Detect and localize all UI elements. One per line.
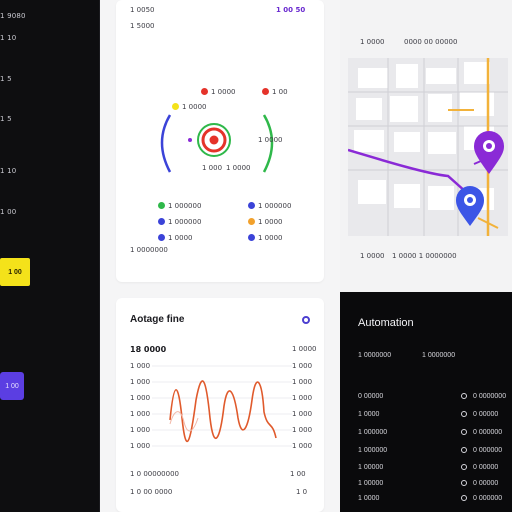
sidebar-active-item[interactable]: 1 00 (0, 258, 30, 286)
automation-row-value: 0 000000 (473, 495, 503, 502)
legend-dot-red (262, 88, 269, 95)
main-column: 1 0050 1 5000 1 00 50 1 0000 1 00 1 0000… (100, 0, 340, 512)
automation-row-value: 0 0000000 (473, 393, 507, 400)
automation-row-label[interactable]: 1 00000 (358, 480, 384, 487)
toggle-icon[interactable] (461, 480, 467, 486)
wave-footer-label: 1 0 00 0000 (130, 488, 173, 496)
sidebar-item[interactable]: 1 00 (0, 208, 17, 216)
automation-row-value: 0 00000 (473, 411, 499, 418)
legend-row-label: 1 000000 (168, 202, 202, 210)
radar-card: 1 0050 1 5000 1 00 50 1 0000 1 00 1 0000… (116, 0, 324, 282)
wave-chart (152, 365, 292, 447)
automation-row-value: 0 000000 (473, 429, 503, 436)
legend-label: 1 0000 (211, 88, 236, 96)
automation-row-value: 0 00000 (473, 480, 499, 487)
automation-row-label[interactable]: 0 00000 (358, 393, 384, 400)
y-tick-label: 1 000 (292, 362, 313, 370)
legend-label: 1 0000 (182, 103, 207, 111)
sidebar-item[interactable]: 1 5 (0, 75, 12, 83)
y-tick-label: 1 000 (130, 442, 151, 450)
location-pin-blue[interactable] (454, 184, 486, 228)
legend-dot-blue (248, 234, 255, 241)
automation-panel: Automation 1 0000000 1 0000000 0 00000 0… (340, 292, 512, 512)
map-view[interactable] (348, 58, 508, 236)
toggle-icon[interactable] (461, 464, 467, 470)
toggle-icon[interactable] (461, 495, 467, 501)
automation-row-label[interactable]: 1 000000 (358, 447, 388, 454)
y-tick-label: 1 000 (292, 410, 313, 418)
y-tick-label: 1 000 (292, 442, 313, 450)
wave-footer-value: 1 0 (296, 488, 308, 496)
map-footer-right: 1 0000 1 0000000 (392, 252, 457, 260)
sidebar-item[interactable]: 1 9080 (0, 12, 26, 20)
toggle-icon[interactable] (461, 447, 467, 453)
automation-column-header: 1 0000000 (358, 352, 392, 359)
legend-dot-green (158, 202, 165, 209)
wave-card-title: Aotage fine (130, 314, 185, 325)
y-tick-label: 1 000 (130, 410, 151, 418)
wave-footer-label: 1 0 00000000 (130, 470, 179, 478)
radar-header-left-2: 1 5000 (130, 22, 155, 30)
legend-row-label: 1 0000 (168, 234, 193, 242)
map-header-right: 0000 00 00000 (404, 38, 458, 46)
sidebar-item[interactable]: 1 5 (0, 115, 12, 123)
y-tick-label: 1 000 (130, 426, 151, 434)
legend-dot-blue (248, 202, 255, 209)
automation-column-header: 1 0000000 (422, 352, 456, 359)
radar-graphic (160, 114, 274, 173)
automation-row-label[interactable]: 1 0000 (358, 495, 380, 502)
radar-header-left: 1 0050 (130, 6, 155, 14)
y-tick-label: 1 000 (130, 378, 151, 386)
legend-label: 1 00 (272, 88, 288, 96)
sidebar: 1 9080 1 10 1 5 1 5 1 10 1 00 1 00 1 00 (0, 0, 100, 512)
radar-center-label: 1 000 (202, 164, 223, 172)
automation-row-value: 0 00000 (473, 464, 499, 471)
sidebar-purple-button[interactable]: 1 00 (0, 372, 24, 400)
radar-center-label: 1 0000 (226, 164, 251, 172)
map-card: 1 0000 0000 00 00000 (340, 0, 512, 292)
legend-dot-blue (158, 234, 165, 241)
map-footer-left: 1 0000 (360, 252, 385, 260)
legend-dot-red (201, 88, 208, 95)
sidebar-item[interactable]: 1 10 (0, 34, 17, 42)
legend-dot-blue (158, 218, 165, 225)
automation-row-label[interactable]: 1 00000 (358, 464, 384, 471)
legend-row-label: 1 0000 (258, 218, 283, 226)
automation-row-value: 0 000000 (473, 447, 503, 454)
y-tick-label: 1 000 (292, 394, 313, 402)
settings-icon[interactable] (302, 316, 310, 324)
wave-card: Aotage fine 18 0000 1 0000 1 000 1 000 1… (116, 298, 324, 512)
toggle-icon[interactable] (461, 429, 467, 435)
legend-dot-yellow (172, 103, 179, 110)
radar-side-label: 1 0000 (258, 136, 283, 144)
y-tick-label: 1 000 (292, 378, 313, 386)
wave-subtitle: 18 0000 (130, 345, 167, 354)
y-tick-label: 1 000 (130, 362, 151, 370)
y-tick-label: 1 000 (130, 394, 151, 402)
location-pin-purple[interactable] (472, 130, 506, 176)
radar-header-right[interactable]: 1 00 50 (276, 6, 306, 14)
legend-row-label: 1 000000 (168, 218, 202, 226)
y-tick-label: 1 000 (292, 426, 313, 434)
wave-footer-value: 1 00 (290, 470, 306, 478)
map-graphic (348, 58, 508, 236)
automation-row-label[interactable]: 1 000000 (358, 429, 388, 436)
toggle-icon[interactable] (461, 411, 467, 417)
legend-row-label: 1 000000 (258, 202, 292, 210)
legend-row-label: 1 0000 (258, 234, 283, 242)
sidebar-item[interactable]: 1 10 (0, 167, 17, 175)
map-header-left: 1 0000 (360, 38, 385, 46)
radar-footer: 1 0000000 (130, 246, 168, 254)
legend-dot-orange (248, 218, 255, 225)
toggle-icon[interactable] (461, 393, 467, 399)
automation-title: Automation (358, 317, 414, 329)
automation-row-label[interactable]: 1 0000 (358, 411, 380, 418)
wave-subtitle-right: 1 0000 (292, 345, 317, 353)
